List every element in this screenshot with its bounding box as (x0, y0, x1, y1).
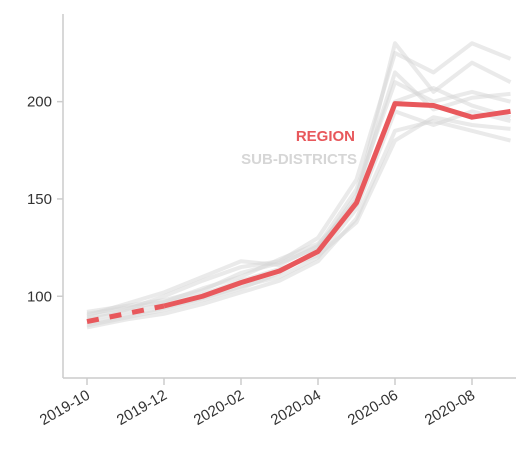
sub-district-line (86, 80, 511, 318)
sub-districts-label: SUB-DISTRICTS (241, 151, 357, 168)
sub-district-line (86, 115, 511, 322)
sub-district-line (86, 41, 512, 320)
region-label: REGION (296, 128, 355, 145)
y-tick-label: 100 (27, 288, 52, 305)
y-tick-label: 200 (27, 94, 52, 111)
x-tick-label: 2019-10 (37, 387, 93, 429)
x-tick-label: 2020-08 (422, 387, 478, 429)
y-tick-label: 150 (27, 191, 52, 208)
x-tick-label: 2020-02 (191, 387, 247, 429)
region-line (163, 101, 511, 309)
x-tick-label: 2020-06 (345, 387, 401, 429)
x-tick-label: 2019-12 (114, 387, 170, 429)
sub-district-line (86, 86, 512, 316)
x-tick-label: 2020-04 (268, 387, 324, 429)
